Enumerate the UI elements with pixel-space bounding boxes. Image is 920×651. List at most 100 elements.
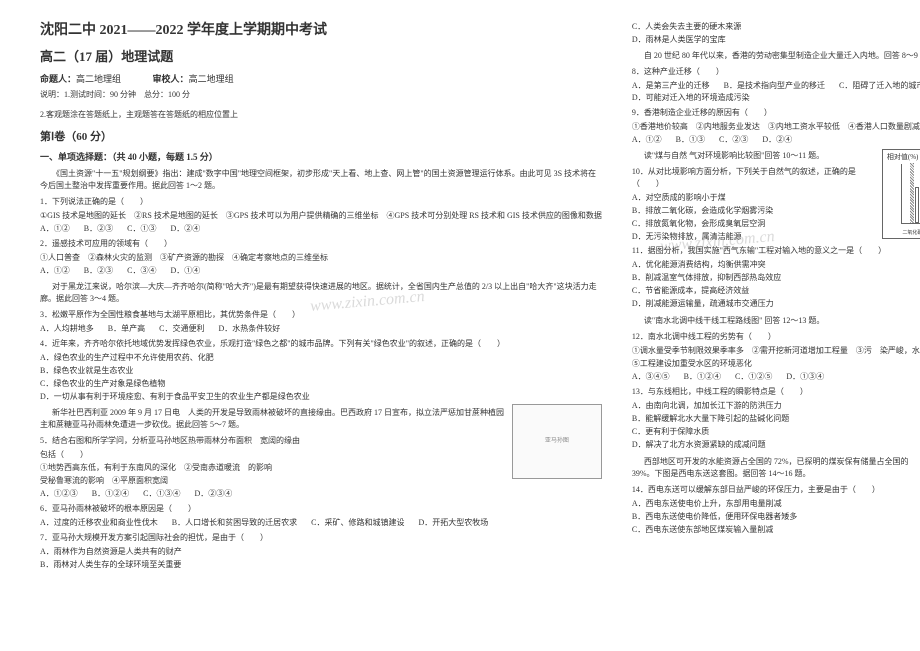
q2-c: C．③④ (127, 265, 156, 277)
q11-stem: 11．据图分析，我国实施"西气东输"工程对输入地的意义之一是（ ） (632, 245, 920, 257)
passage-4: 自 20 世纪 80 年代以来，香港的劳动密集型制造企业大量迁入内地。回答 8～… (632, 50, 920, 62)
q1-c: C．①③ (127, 223, 156, 235)
q2-choices: A．①② B．②③ C．③④ D．①④ (40, 265, 602, 277)
author-label: 命题人： (40, 74, 76, 84)
q14-c: C．西电东送使东部地区煤炭输入量削减 (632, 524, 920, 536)
q7-a: A．雨林作为自然资源是人类共有的财产 (40, 546, 602, 558)
q8-a: A．是第三产业的迁移 (632, 80, 710, 92)
q7-choices-cont: C．人类会失去主要的硬木来源 D．雨林是人类医学的宝库 (632, 21, 920, 46)
q12-opt-0: ①调水量受季节制限效果季率多 ②需开挖新河道增加工程量 ③污 染严峻，水质差 ④… (632, 345, 920, 357)
q9-c: C．②③ (719, 134, 748, 146)
q7-d: D．雨林是人类医学的宝库 (632, 34, 920, 46)
q4-b: B．绿色农业就是生态农业 (40, 365, 602, 377)
q8-b: B．是技术指向型产业的移迁 (724, 80, 825, 92)
q9-d: D．②④ (762, 134, 792, 146)
q9-b: B．①③ (676, 134, 705, 146)
meta-line: 命题人：高二地理组 审校人：高二地理组 (40, 73, 602, 87)
q9-stem: 9．香港制造企业迁移的原因有（ ） (632, 107, 920, 119)
q6-d: D．开拓大型农牧场 (418, 517, 488, 529)
q3-choices: A．人均耕地多 B．单产高 C．交通便利 D．水热条件较好 (40, 323, 602, 335)
q9-opt-0: ①香港地价较高 ②内地服务业发达 ③内地工资水平较低 ④香港人口数量剧减 (632, 121, 920, 133)
q12-b: B．①②④ (684, 371, 721, 383)
q5-c: C．①③④ (143, 488, 180, 500)
instruction-1: 说明：1.测试时间：90 分钟 总分：100 分 (40, 89, 602, 101)
q1-opts: ①GIS 技术是地图的延长 ②RS 技术是地图的延长 ③GPS 技术可以为用户提… (40, 210, 602, 222)
q7-c: C．人类会失去主要的硬木来源 (632, 21, 920, 33)
q11-c: C．节省能源成本，提高经济效益 (632, 285, 920, 297)
q3-stem: 3．松嫩平原作为全国性粮食基地与太湖平原相比，其优势条件是（ ） (40, 309, 602, 321)
q5-a: A．①②③ (40, 488, 78, 500)
q13-choices: A．由南向北调，加加长江下游的防洪压力 B．能解缓解北水大量下降引起的盐碱化问题… (632, 400, 920, 451)
q8-choices: A．是第三产业的迁移 B．是技术指向型产业的移迁 C．阻碍了迁入地的城市化进程 … (632, 80, 920, 104)
q3-b: B．单产高 (108, 323, 145, 335)
q4-d: D．一切从事有利于环境痊愈、有利于食品平安卫生的农业生产都是绿色农业 (40, 391, 602, 403)
passage-2: 对于黑龙江来说，哈尔滨—大庆—齐齐哈尔(简称"哈大齐")是最有期望获得快速进展的… (40, 281, 602, 305)
instruction-2: 2.客观题涂在答题纸上，主观题答在答题纸的相应位置上 (40, 109, 602, 121)
q4-choices: A．绿色农业的生产过程中不允许使用农药、化肥 B．绿色农业就是生态农业 C．绿色… (40, 352, 602, 403)
q1-stem: 1．下列说法正确的是（ ） (40, 196, 602, 208)
q9-choices: A．①② B．①③ C．②③ D．②④ (632, 134, 920, 146)
q3-a: A．人均耕地多 (40, 323, 94, 335)
q2-opts: ①人口普查 ②森林火灾的监测 ③矿产资源的勘探 ④确定考察地点的三维坐标 (40, 252, 602, 264)
map-amazon: 亚马孙图 (512, 404, 602, 479)
q10-b: B．排放二氧化碳，会造成化学烟雾污染 (632, 205, 920, 217)
q11-d: D．削减能源运输量，疏通城市交通压力 (632, 298, 920, 310)
q1-opt-line: ①GIS 技术是地图的延长 ②RS 技术是地图的延长 ③GPS 技术可以为用户提… (40, 210, 602, 222)
q6-b: B．人口增长和贫困导致的迁居农求 (172, 517, 297, 529)
q12-choices: A．③④⑤ B．①②④ C．①②⑤ D．①③④ (632, 371, 920, 383)
reviewer-value: 高二地理组 (189, 74, 234, 84)
q3-c: C．交通便利 (159, 323, 204, 335)
exam-title: 沈阳二中 2021——2022 学年度上学期期中考试 (40, 20, 602, 41)
q2-d: D．①④ (170, 265, 200, 277)
q13-d: D．解决了北方水资源紧缺的成减问题 (632, 439, 920, 451)
q7-choices: A．雨林作为自然资源是人类共有的财产 B．雨林对人类生存的全球环境至关重要 (40, 546, 602, 571)
right-column: C．人类会失去主要的硬木来源 D．雨林是人类医学的宝库 自 20 世纪 80 年… (632, 20, 920, 631)
q11-b: B．削减温室气体排放，抑制西部热岛效应 (632, 272, 920, 284)
q4-a: A．绿色农业的生产过程中不允许使用农药、化肥 (40, 352, 602, 364)
chart-axis: 二氧化碳 氮氧化物 氮氧化合物 对温室影响 (901, 230, 920, 238)
q14-choices: A．西电东送使电价上升，东部用电量削减 B．西电东送使电价降低，便用环保电器者矮… (632, 498, 920, 536)
q14-a: A．西电东送使电价上升，东部用电量削减 (632, 498, 920, 510)
q6-a: A．过度的迁移农业和商业性伐木 (40, 517, 158, 529)
passage-7: 西部地区可开发的水能资源占全国的 72%，已探明的煤炭保有储量占全国的 39%。… (632, 456, 920, 480)
left-column: 沈阳二中 2021——2022 学年度上学期期中考试 高二（17 届）地理试题 … (40, 20, 602, 631)
part1-title: 第Ⅰ卷（60 分） (40, 129, 602, 146)
q12-d: D．①③④ (786, 371, 824, 383)
author-value: 高二地理组 (76, 74, 121, 84)
q7-stem: 7．亚马孙大规模开发方案引起国际社会的担忧，是由于（ ） (40, 532, 602, 544)
q13-c: C．更有利于保障水质 (632, 426, 920, 438)
passage-5: 读"煤与自然 气对环境影响比较图"回答 10～11 题。 (632, 150, 920, 162)
q5-b: B．①②④ (92, 488, 129, 500)
q1-choices: A．①② B．②③ C．①③ D．②④ (40, 223, 602, 235)
q14-stem: 14．西电东送可以缓解东部日益严峻的环保压力，主要是由于（ ） (632, 484, 920, 496)
chart-bars (901, 164, 920, 224)
q9-opts: ①香港地价较高 ②内地服务业发达 ③内地工资水平较低 ④香港人口数量剧减 (632, 121, 920, 133)
q11-choices: A．优化能源消费结构，均衡供需冲突 B．削减温室气体排放，抑制西部热岛效应 C．… (632, 259, 920, 310)
q12-opt-1: ⑤工程建设加重受水区的环境恶化 (632, 358, 920, 370)
q6-c: C．采矿、修路和城镇建设 (311, 517, 404, 529)
q12-c: C．①②⑤ (735, 371, 772, 383)
q3-d: D．水热条件较好 (218, 323, 280, 335)
q5-d: D．②③④ (194, 488, 232, 500)
passage-1: 《国土资源"十一五"规划纲要》指出：建成"数字中国"地理空间框架，初步形成"天上… (40, 168, 602, 192)
chart-title: 相对值(%) (887, 152, 919, 163)
q13-a: A．由南向北调，加加长江下游的防洪压力 (632, 400, 920, 412)
q10-d: D．无污染物排放，属清洁能源 (632, 231, 920, 243)
q11-a: A．优化能源消费结构，均衡供需冲突 (632, 259, 920, 271)
reviewer-label: 审校人： (153, 74, 189, 84)
q12-stem: 12．南水北调中线工程的劣势有（ ） (632, 331, 920, 343)
q9-a: A．①② (632, 134, 662, 146)
q10-c: C．排放氮氧化物，会形成臭氧层空洞 (632, 218, 920, 230)
q1-d: D．②④ (170, 223, 200, 235)
q2-a: A．①② (40, 265, 70, 277)
q7-b: B．雨林对人类生存的全球环境至关重要 (40, 559, 602, 571)
q5-choices: A．①②③ B．①②④ C．①③④ D．②③④ (40, 488, 602, 500)
q2-opt-line: ①人口普查 ②森林火灾的监测 ③矿产资源的勘探 ④确定考察地点的三维坐标 (40, 252, 602, 264)
q1-b: B．②③ (84, 223, 113, 235)
q8-c: C．阻碍了迁入地的城市化进程 (839, 80, 920, 92)
q10-stem: 10．从对比境影响方面分析，下列关于自然气的叙述，正确的是（ ） (632, 166, 920, 190)
q6-stem: 6．亚马孙雨林被破坏的根本原因是（ ） (40, 503, 602, 515)
q13-stem: 13．与东线相比，中线工程的瞬影特点是（ ） (632, 386, 920, 398)
q4-c: C．绿色农业的生产对象是绿色植物 (40, 378, 602, 390)
gas-coal-chart: 相对值(%) 煤 天然气 二氧化碳 氮氧化物 氮氧化合物 对温室影响 (882, 149, 920, 239)
